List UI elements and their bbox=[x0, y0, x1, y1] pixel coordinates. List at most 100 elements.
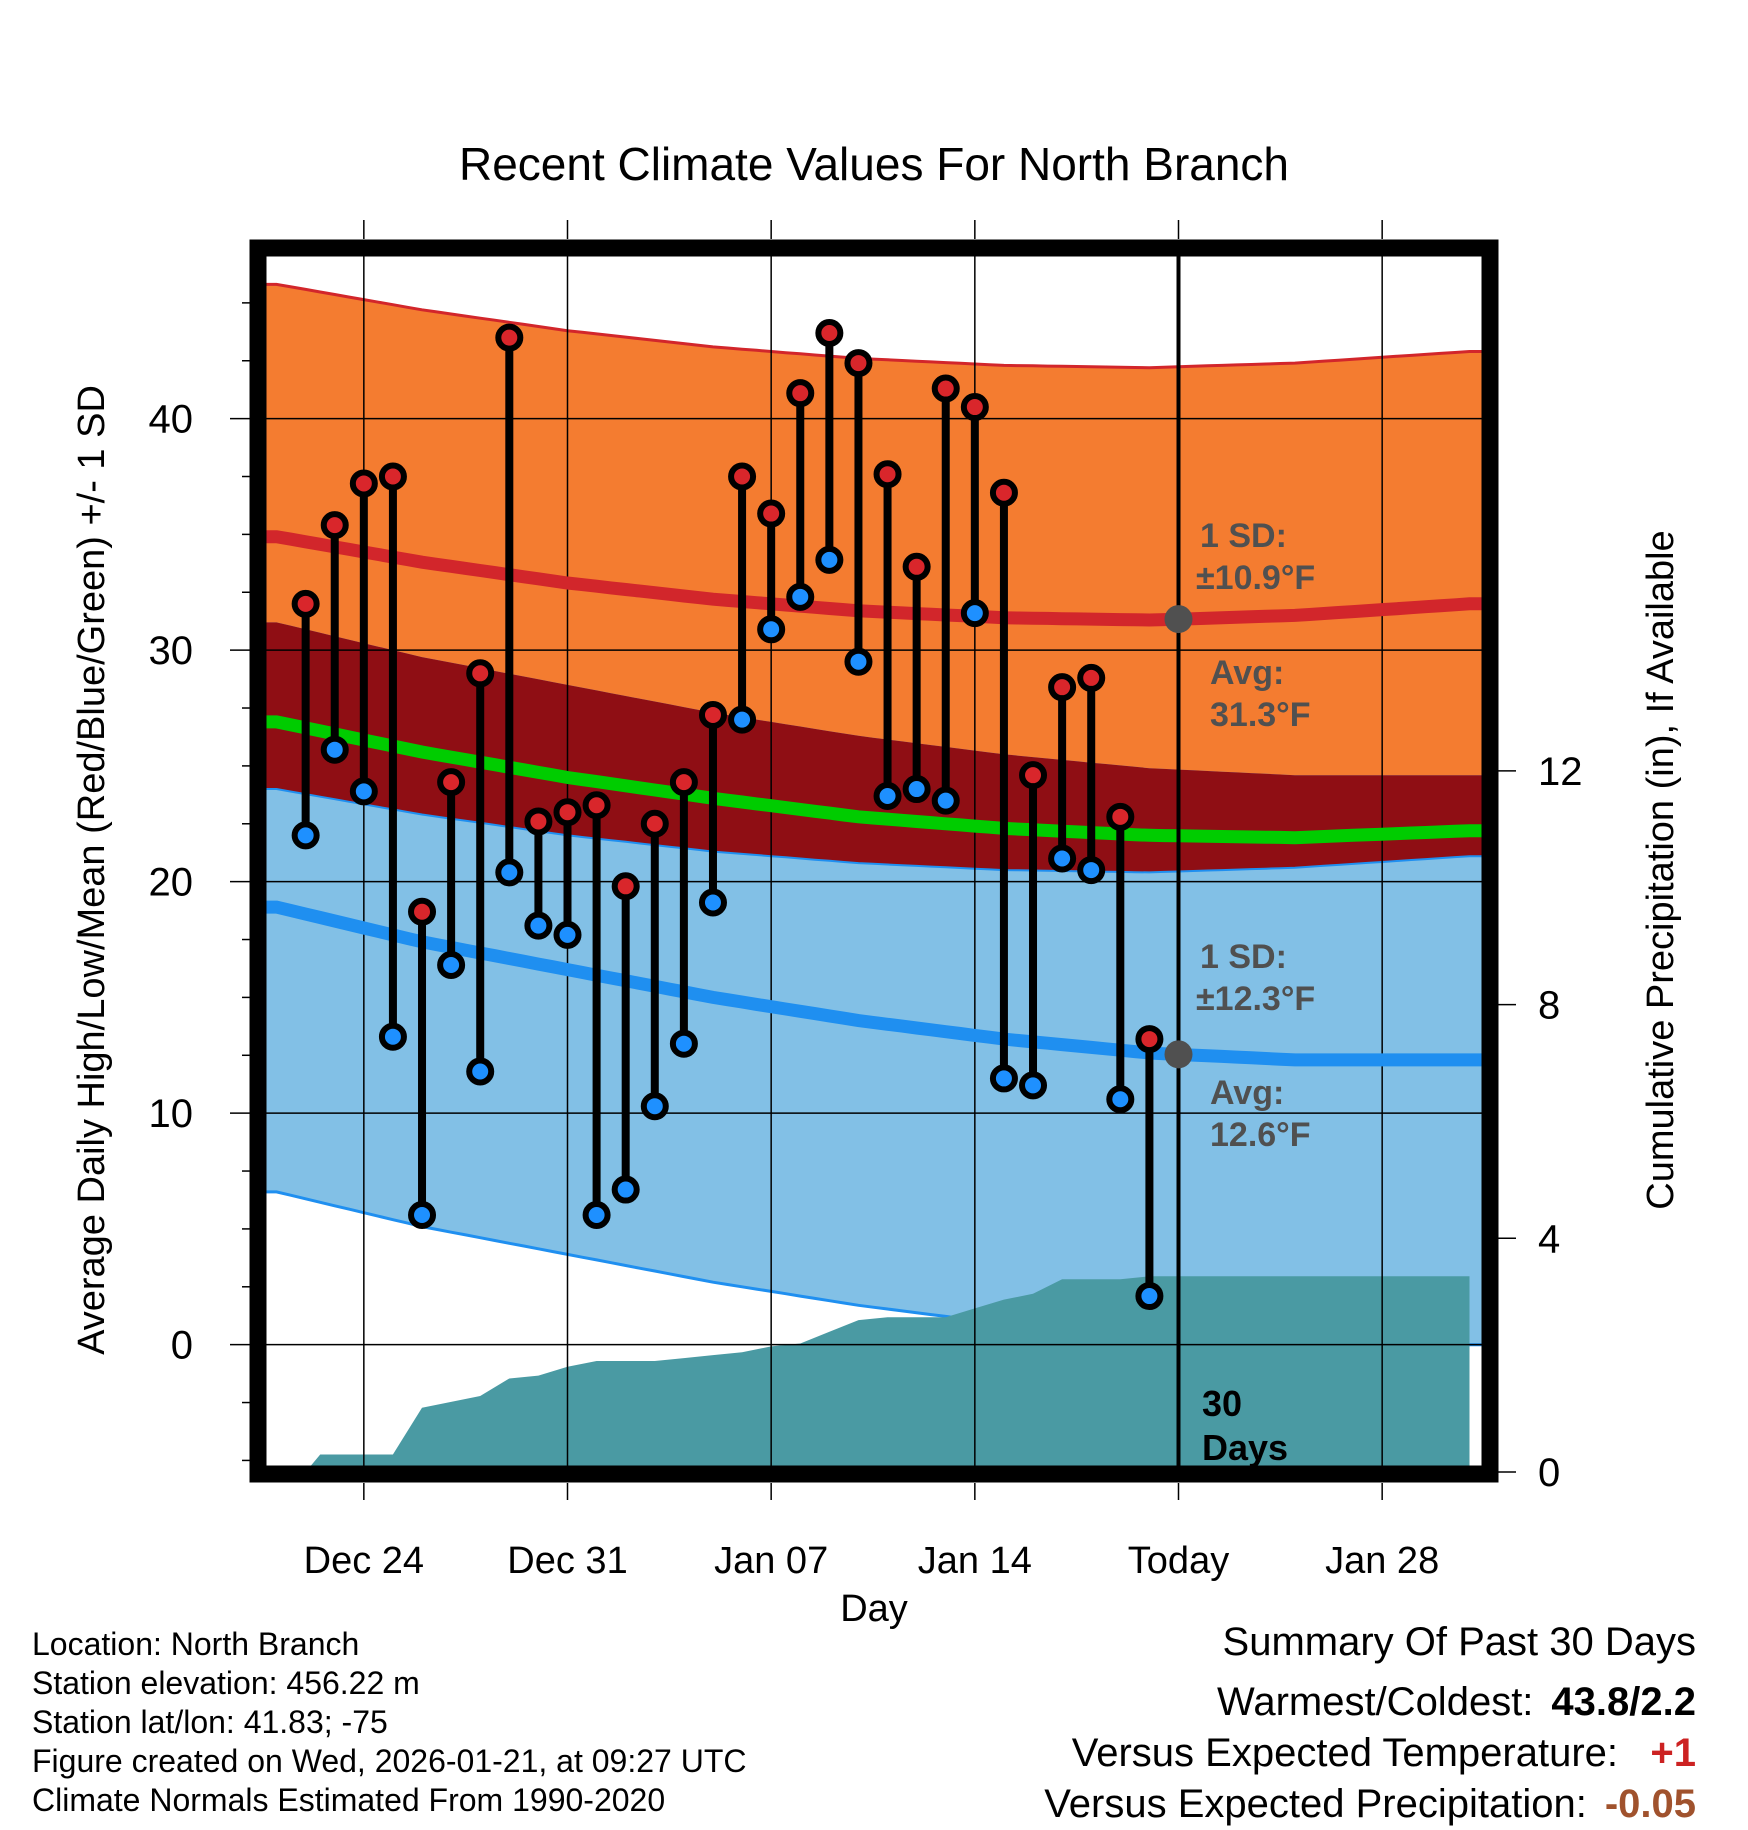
high-sd-upper-edge bbox=[262, 282, 1484, 370]
low-point bbox=[378, 1022, 407, 1051]
high-point bbox=[757, 499, 786, 528]
low-point bbox=[728, 705, 757, 734]
daily-bars bbox=[291, 318, 1164, 1311]
day-bar bbox=[1106, 802, 1135, 1114]
x-tick-label: Jan 14 bbox=[918, 1540, 1032, 1582]
low-point bbox=[1077, 856, 1106, 885]
high-avg-value: 31.3°F bbox=[1210, 696, 1311, 734]
high-point bbox=[698, 700, 727, 729]
high-point bbox=[349, 469, 378, 498]
created-text: Figure created on Wed, 2026-01-21, at 09… bbox=[32, 1743, 747, 1779]
day-bar bbox=[291, 589, 320, 850]
day-bar bbox=[320, 511, 349, 764]
mean-line bbox=[262, 715, 1484, 845]
summary-panel: Summary Of Past 30 Days Warmest/Coldest:… bbox=[796, 1620, 1696, 1830]
days-count: 30 bbox=[1202, 1383, 1242, 1424]
day-bar bbox=[960, 393, 989, 628]
day-bar bbox=[873, 460, 902, 810]
high-point bbox=[437, 768, 466, 797]
day-bar bbox=[582, 791, 611, 1230]
y-tick-label: 0 bbox=[171, 1324, 193, 1368]
precip-label: Versus Expected Precipitation: bbox=[1044, 1782, 1587, 1826]
day-bar bbox=[524, 807, 553, 940]
location-text: Location: North Branch bbox=[32, 1626, 360, 1662]
day-bar bbox=[466, 659, 495, 1086]
low-point bbox=[669, 1029, 698, 1058]
low-point bbox=[960, 599, 989, 628]
day-bar bbox=[844, 349, 873, 676]
low-avg-value: 12.6°F bbox=[1210, 1116, 1311, 1154]
summary-title: Summary Of Past 30 Days bbox=[1222, 1620, 1696, 1664]
high-point bbox=[524, 807, 553, 836]
low-sd-value: ±12.3°F bbox=[1196, 980, 1315, 1018]
x-tick-label: Dec 24 bbox=[304, 1540, 424, 1582]
y2-tick-label: 8 bbox=[1538, 984, 1560, 1028]
annotations: 1 SD: ±10.9°F Avg: 31.3°F 1 SD: ±12.3°F … bbox=[1196, 517, 1315, 1154]
y-axis-label: Average Daily High/Low/Mean (Red/Blue/Gr… bbox=[71, 385, 113, 1355]
low-point bbox=[844, 647, 873, 676]
days-word: Days bbox=[1202, 1427, 1288, 1468]
precip-value: -0.05 bbox=[1604, 1782, 1696, 1826]
day-bar bbox=[757, 499, 786, 644]
warm-cold-row: Warmest/Coldest: 43.8/2.2 bbox=[796, 1677, 1696, 1728]
low-point bbox=[291, 821, 320, 850]
day-bar bbox=[437, 768, 466, 979]
day-bar bbox=[728, 462, 757, 734]
day-bar bbox=[1048, 673, 1077, 873]
low-point bbox=[815, 545, 844, 574]
high-point bbox=[611, 872, 640, 901]
high-point bbox=[466, 659, 495, 688]
day-bar bbox=[931, 374, 960, 815]
warm-cold-label: Warmest/Coldest: bbox=[1217, 1680, 1534, 1724]
low-point bbox=[553, 920, 582, 949]
day-bar bbox=[408, 897, 437, 1230]
high-avg-marker bbox=[1164, 605, 1193, 634]
high-sd-value: ±10.9°F bbox=[1196, 559, 1315, 597]
high-avg-label: Avg: bbox=[1210, 654, 1284, 692]
high-point bbox=[728, 462, 757, 491]
low-avg-marker bbox=[1164, 1040, 1193, 1069]
low-point bbox=[495, 858, 524, 887]
station-info: Location: North Branch Station elevation… bbox=[32, 1625, 746, 1820]
x-tick-label: Today bbox=[1128, 1540, 1229, 1582]
low-point bbox=[1048, 844, 1077, 873]
high-point bbox=[669, 768, 698, 797]
high-point bbox=[378, 462, 407, 491]
high-point bbox=[1106, 802, 1135, 831]
low-point bbox=[582, 1201, 611, 1230]
high-point bbox=[495, 323, 524, 352]
high-point bbox=[553, 798, 582, 827]
chart-title: Recent Climate Values For North Branch bbox=[459, 138, 1289, 190]
y2-axis-label: Cumulative Precipitation (in), If Availa… bbox=[1640, 530, 1682, 1209]
day-bar bbox=[815, 318, 844, 574]
low-avg-label: Avg: bbox=[1210, 1074, 1284, 1112]
low-point bbox=[698, 888, 727, 917]
temp-label: Versus Expected Temperature: bbox=[1071, 1731, 1618, 1775]
high-point bbox=[902, 552, 931, 581]
high-sd-lower-edge bbox=[262, 788, 1484, 874]
day-bar bbox=[698, 700, 727, 917]
y2-tick-label: 4 bbox=[1538, 1217, 1560, 1261]
normals-text: Climate Normals Estimated From 1990-2020 bbox=[32, 1782, 666, 1818]
low-point bbox=[640, 1092, 669, 1121]
high-point bbox=[786, 379, 815, 408]
day-bar bbox=[989, 478, 1018, 1093]
low-point bbox=[611, 1175, 640, 1204]
low-point bbox=[437, 950, 466, 979]
high-point bbox=[931, 374, 960, 403]
x-tick-label: Jan 28 bbox=[1325, 1540, 1439, 1582]
elevation-text: Station elevation: 456.22 m bbox=[32, 1665, 420, 1701]
day-bar bbox=[640, 809, 669, 1121]
x-tick-label: Jan 07 bbox=[714, 1540, 828, 1582]
day-bar bbox=[553, 798, 582, 949]
high-point bbox=[873, 460, 902, 489]
precip-row: Versus Expected Precipitation: -0.05 bbox=[796, 1779, 1696, 1830]
high-point bbox=[815, 318, 844, 347]
y-tick-label: 30 bbox=[149, 629, 194, 673]
low-point bbox=[873, 781, 902, 810]
low-point bbox=[1135, 1282, 1164, 1311]
high-point bbox=[989, 478, 1018, 507]
day-bar bbox=[1135, 1025, 1164, 1311]
low-point bbox=[989, 1064, 1018, 1093]
